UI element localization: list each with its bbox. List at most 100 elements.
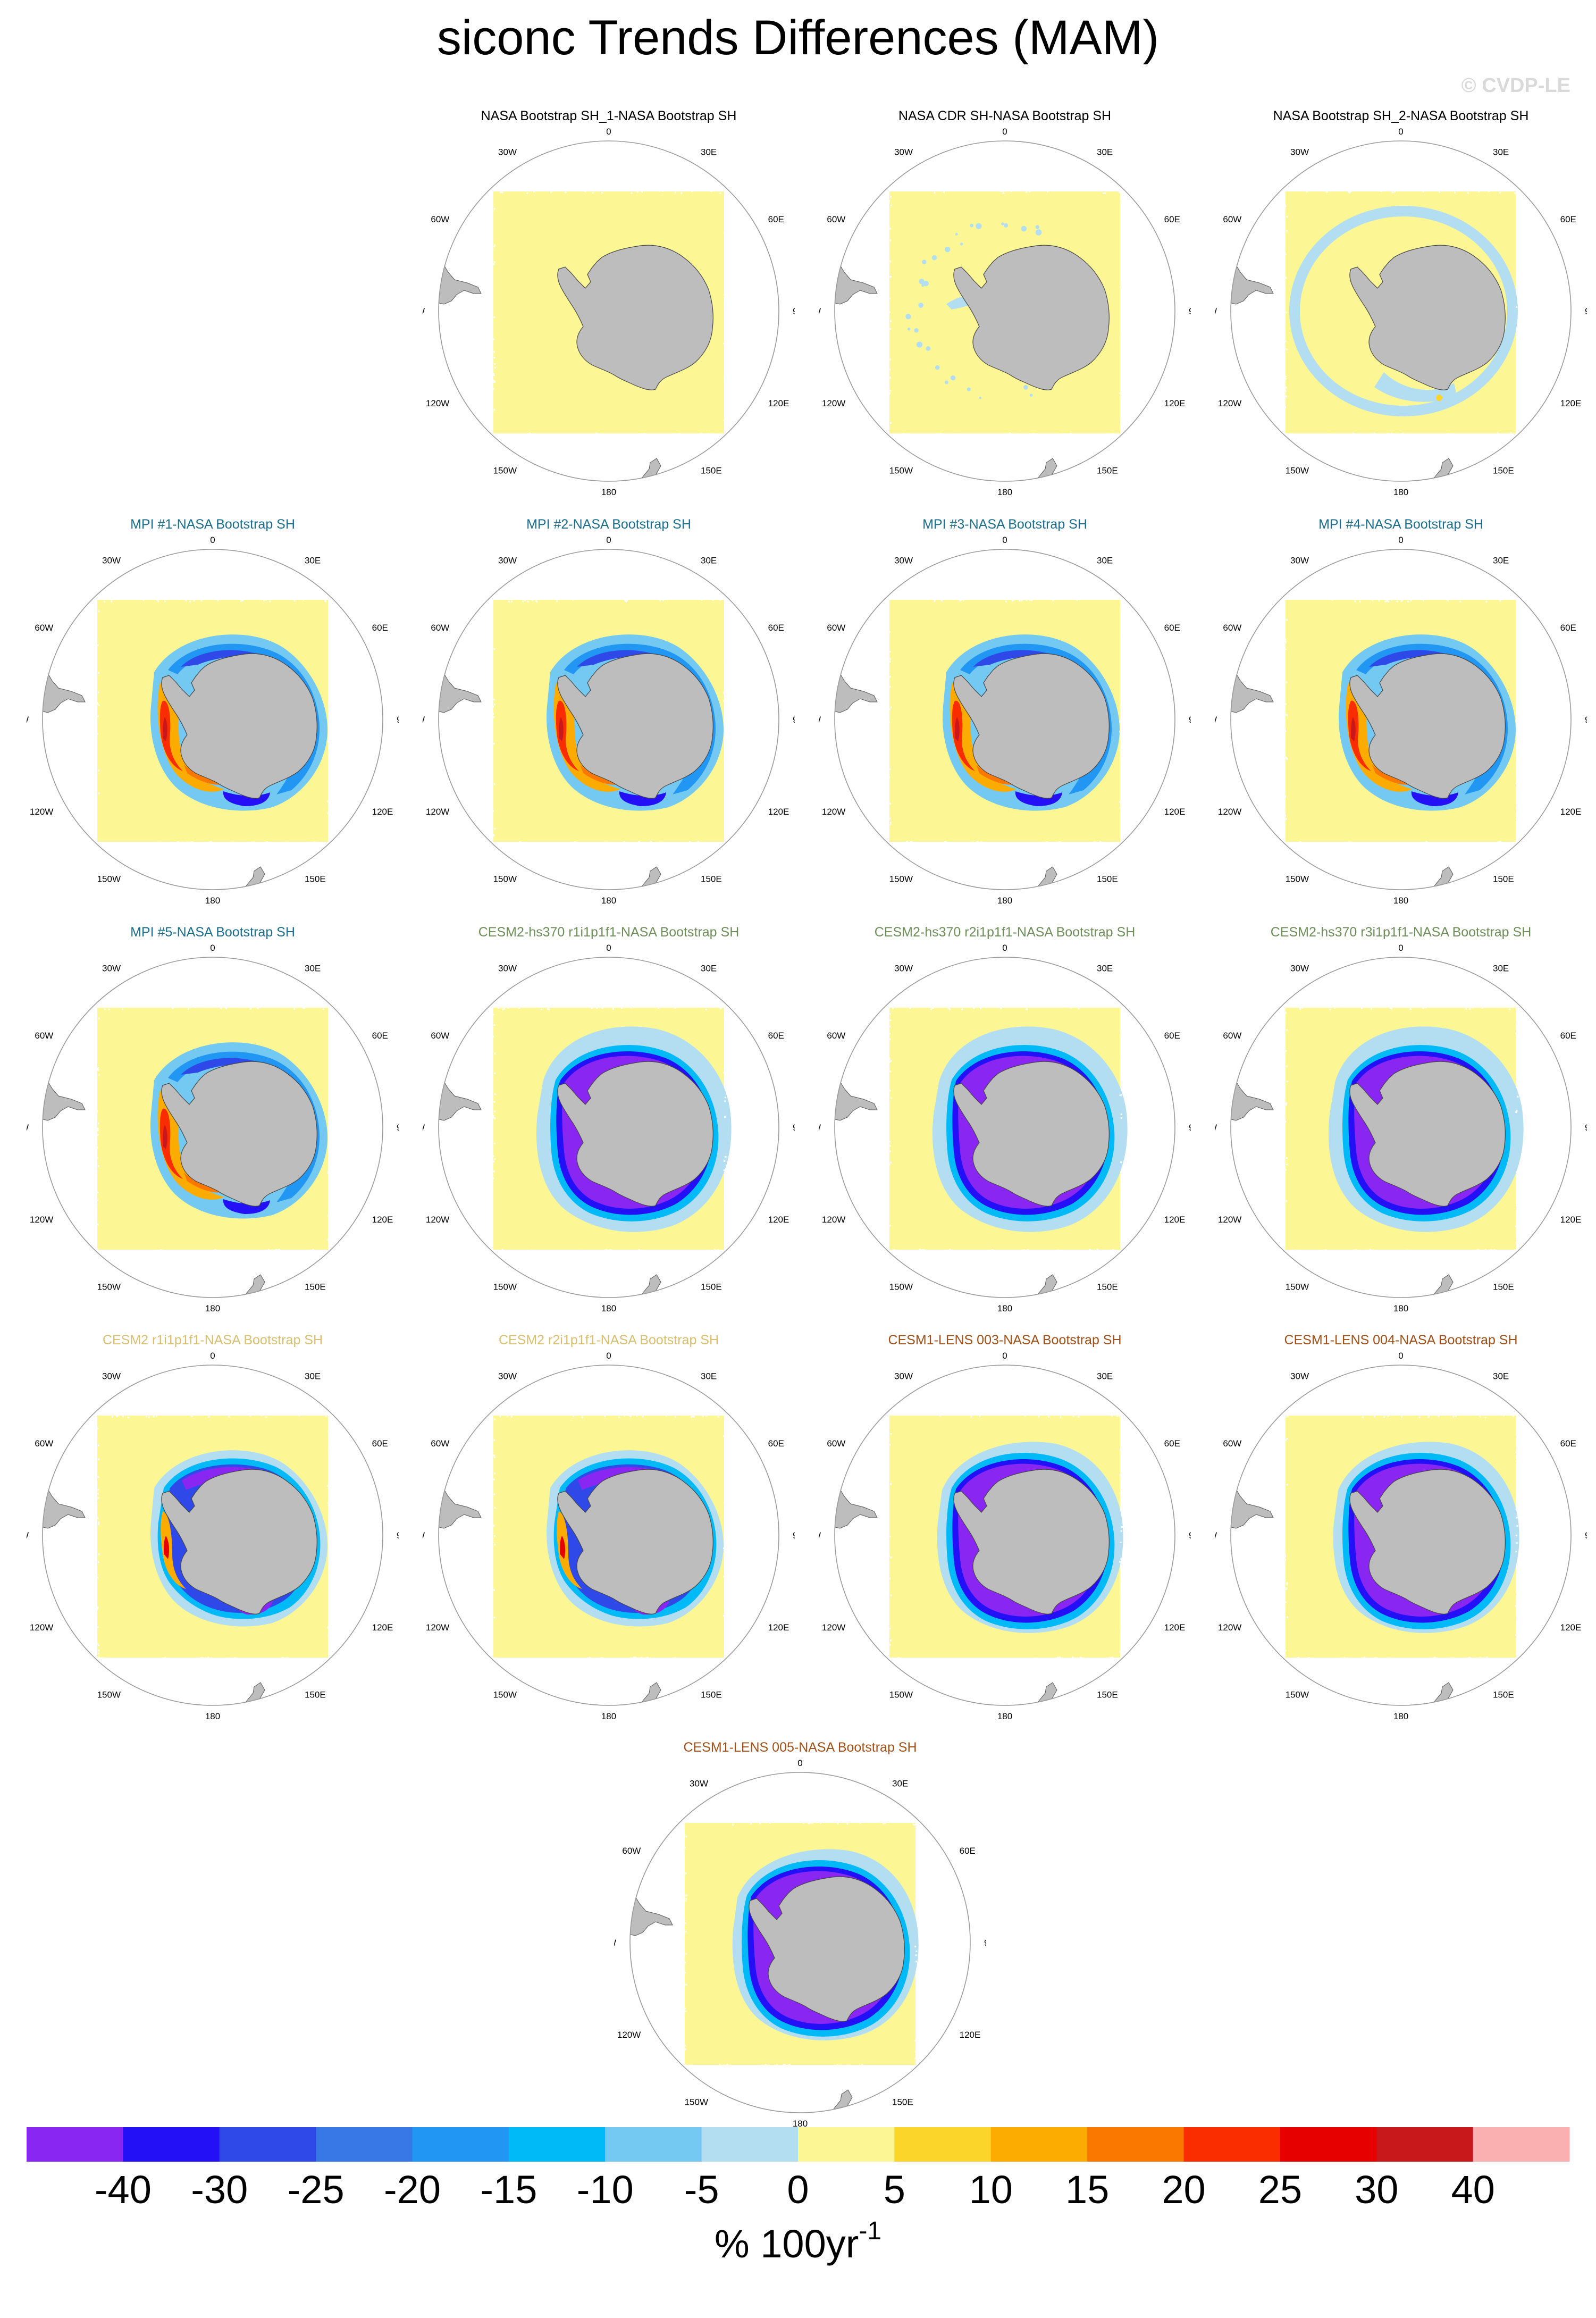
sea-ice-anomaly [976,765,1017,785]
sea-ice-anomaly [919,279,925,284]
lon-label-west: 120W [617,2030,641,2040]
panel-title: CESM1-LENS 003-NASA Bootstrap SH [888,1333,1122,1348]
map-boundary [629,1772,971,2113]
lon-label-west: 90W [1215,1123,1217,1133]
lon-label-east: 120E [372,1215,393,1225]
polar-map: 0 180 30E 30W 60E 60W 90E 90W 120E 120W 150E 150W [27,1351,399,1721]
lon-label-west: 60W [827,1031,845,1041]
colorbar-bin [798,2127,895,2162]
colorbar-bin [219,2127,316,2162]
new-zealand-land [241,1274,265,1298]
map-edge-noise [888,599,1123,844]
lon-label-east: 30E [701,963,717,973]
sea-ice-anomaly [557,1511,582,1589]
sea-ice-anomaly [1356,643,1508,794]
sea-ice-anomaly [1372,765,1413,785]
sea-ice-anomaly [905,314,911,320]
map-panel: CESM1-LENS 004-NASA Bootstrap SH 0 180 30E 3… [1215,1330,1587,1724]
sea-ice-anomaly [1021,225,1027,232]
lon-label-west: 120W [426,398,449,408]
polar-map: 0 180 30E 30W 60E 60W 90E 90W 120E 120W 150E 150W [423,127,795,497]
lon-label-west: 30W [894,555,913,565]
lon-label-east: 120E [1560,398,1582,408]
sea-ice-anomaly [1289,206,1518,416]
lon-label-west: 90W [27,1123,29,1133]
lon-label-west: 90W [27,1530,29,1541]
map-panel: NASA CDR SH-NASA Bootstrap SH 0 180 30E 30W 6… [819,106,1191,500]
south-america-land [43,1485,86,1529]
lon-label-east: 120E [1164,807,1186,817]
lon-label-east: 150E [1493,466,1514,476]
lon-label-0: 0 [210,943,215,953]
lon-label-east: 30E [701,147,717,157]
lon-label-west: 90W [819,1123,821,1133]
map-edge-noise [1284,599,1519,844]
lon-label-west: 150W [97,1282,121,1292]
colorbar-bin [894,2127,992,2162]
lon-label-west: 60W [35,1438,53,1449]
lon-label-west: 120W [426,1622,449,1633]
lon-label-west: 120W [822,1215,845,1225]
lon-label-west: 150W [493,1282,517,1292]
colorbar-bin [701,2127,799,2162]
colorbar-tick-label: -15 [480,2168,537,2212]
map-panel: CESM1-LENS 005-NASA Bootstrap SH 0 180 30E 3… [614,1738,986,2131]
map-edge-noise [1284,190,1519,436]
map-edge-noise [1284,1007,1519,1252]
antarctica-land [557,653,713,799]
panel-title: MPI #5-NASA Bootstrap SH [130,925,295,940]
sea-ice-anomaly [164,1536,170,1559]
colorbar-tick-label: 40 [1451,2168,1494,2212]
lon-label-0: 0 [210,1351,215,1361]
tasmania-land [1482,883,1491,890]
polar-map: 0 180 30E 30W 60E 60W 90E 90W 120E 120W 150E 150W [819,1351,1191,1721]
lon-label-west: 30W [894,963,913,973]
south-america-land [835,1077,878,1121]
lon-label-west: 120W [30,1215,53,1225]
tasmania-land [1482,475,1491,481]
new-zealand-land [637,458,661,481]
lon-label-west: 120W [426,807,449,817]
lon-label-east: 60E [372,1438,388,1449]
tasmania-land [1482,1291,1491,1298]
lon-label-west: 60W [622,1846,641,1856]
antarctica-land [557,245,713,390]
tasmania-land [1086,1699,1095,1705]
map-boundary [1230,1365,1572,1706]
lon-label-east: 150E [1097,1282,1118,1292]
colorbar-tick-label: 10 [969,2168,1013,2212]
map-panel: NASA Bootstrap SH_2-NASA Bootstrap SH 0 18… [1215,106,1587,500]
lon-label-west: 150W [889,874,913,884]
south-america-land [835,261,878,305]
lon-label-west: 90W [423,1123,425,1133]
antarctica-land [953,245,1110,390]
tasmania-land [690,475,699,481]
map-panel: MPI #5-NASA Bootstrap SH 0 180 30E 30W 60E 60W… [27,923,399,1316]
lon-label-180: 180 [601,487,616,497]
map-boundary [42,957,383,1298]
sea-ice-anomaly [944,380,948,384]
lon-label-0: 0 [1002,535,1007,545]
antarctica-land [953,1061,1110,1207]
south-america-land [1231,1077,1274,1121]
lon-label-0: 0 [1002,943,1007,953]
lon-label-east: 30E [1493,1371,1509,1381]
lon-label-east: 30E [305,963,321,973]
colorbar-tick-label: 30 [1355,2168,1398,2212]
lon-label-west: 90W [819,306,821,316]
sea-ice-anomaly [922,260,927,264]
map-boundary [438,957,779,1298]
map-boundary [834,140,1175,482]
lon-label-west: 30W [1290,555,1309,565]
map-boundary [438,140,779,482]
lon-label-0: 0 [1002,127,1007,137]
lon-label-east: 90E [984,1938,986,1948]
lon-label-west: 60W [1223,1031,1241,1041]
lon-label-west: 90W [1215,715,1217,725]
lon-label-east: 60E [1560,1031,1576,1041]
south-america-land [1231,1485,1274,1529]
lon-label-east: 30E [1097,963,1113,973]
tasmania-land [293,1699,303,1705]
map-edge-noise [888,1415,1123,1660]
sea-ice-anomaly [1035,225,1039,229]
